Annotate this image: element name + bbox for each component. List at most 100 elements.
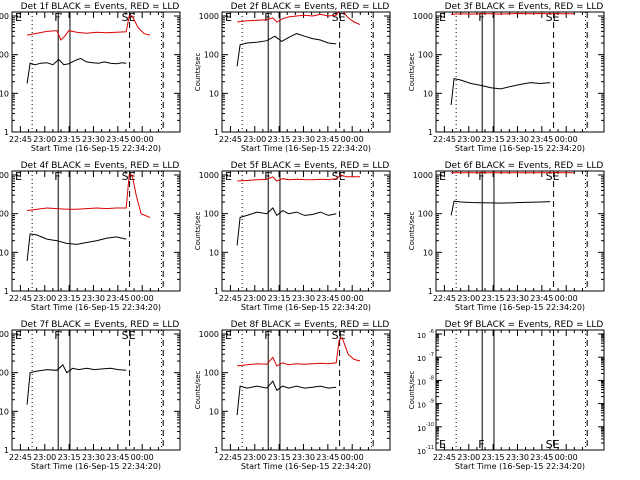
panel-title: Det 8f BLACK = Events, RED = LLD — [231, 320, 390, 330]
panel-title: Det 7f BLACK = Events, RED = LLD — [21, 320, 180, 330]
panel-6f: Det 6f BLACK = Events, RED = LLD11010010… — [408, 161, 604, 312]
y-tick-exponent: -11 — [426, 445, 434, 451]
x-tick-label: 23:15 — [58, 453, 81, 462]
panel-title: Det 9f BLACK = Events, RED = LLD — [445, 320, 604, 330]
x-tick-label: 00:00 — [131, 294, 154, 303]
x-tick-label: 23:00 — [243, 135, 266, 144]
y-tick-label: 100 — [0, 369, 9, 378]
x-tick-label: 23:45 — [316, 135, 339, 144]
x-tick-label: 00:00 — [555, 453, 578, 462]
interval-marker-f: F — [264, 329, 270, 342]
x-tick-label: 00:00 — [555, 294, 578, 303]
panel-title: Det 3f BLACK = Events, RED = LLD — [445, 2, 604, 12]
interval-marker-se: SE — [122, 329, 136, 342]
x-tick-label: 23:30 — [506, 294, 529, 303]
y-tick-label: 1000 — [0, 171, 9, 180]
interval-marker-e: E — [225, 329, 232, 342]
x-tick-label: 23:45 — [106, 453, 129, 462]
x-tick-label: 23:15 — [58, 294, 81, 303]
interval-marker-e: E — [439, 11, 446, 24]
y-tick-label: 10 — [209, 407, 219, 416]
x-tick-label: 00:00 — [131, 453, 154, 462]
panel-title: Det 2f BLACK = Events, RED = LLD — [231, 2, 390, 12]
x-tick-label: 00:00 — [341, 135, 364, 144]
panel-title: Det 1f BLACK = Events, RED = LLD — [21, 2, 180, 12]
events-series-line — [237, 34, 336, 67]
figure-canvas: Det 1f BLACK = Events, RED = LLD11010010… — [0, 0, 640, 480]
x-axis-label: Start Time (16-Sep-15 22:34:20) — [455, 462, 585, 471]
panel-2f: Det 2f BLACK = Events, RED = LLD 1 10 100 10… — [194, 2, 390, 153]
y-axis-label: Counts/sec — [194, 212, 202, 251]
x-tick-label: 22:45 — [433, 294, 456, 303]
y-tick-label: 1000 — [0, 330, 9, 339]
panel-title: Det 4f BLACK = Events, RED = LLD — [21, 161, 180, 171]
y-tick-label: 1000 — [199, 330, 219, 339]
y-tick-label: 10 — [423, 248, 433, 257]
x-tick-label: 23:00 — [457, 294, 480, 303]
x-tick-label: 23:45 — [316, 453, 339, 462]
y-tick-label: 10 — [0, 407, 9, 416]
y-tick-label: 10 — [423, 89, 433, 98]
y-tick-label: 1000 — [413, 171, 433, 180]
y-tick-exponent: -6 — [429, 329, 434, 335]
x-tick-label: 00:00 — [555, 135, 578, 144]
x-tick-label: 23:15 — [268, 453, 291, 462]
panel-8f: Det 8f BLACK = Events, RED = LLD11010010… — [194, 320, 390, 471]
y-tick-exponent: -7 — [429, 352, 434, 358]
y-tick-label: 1000 — [413, 12, 433, 21]
interval-marker-e: E — [439, 438, 446, 451]
x-tick-label: 22:45 — [433, 453, 456, 462]
x-tick-label: 23:15 — [268, 294, 291, 303]
y-tick-label: 10 — [209, 89, 219, 98]
y-tick-label: 10 — [0, 89, 9, 98]
x-tick-label: 23:00 — [33, 135, 56, 144]
panel-title: Det 5f BLACK = Events, RED = LLD — [231, 161, 390, 171]
events-series-line — [27, 365, 126, 405]
plot-frame — [436, 330, 604, 450]
x-tick-label: 23:30 — [292, 135, 315, 144]
x-tick-label: 22:45 — [9, 453, 32, 462]
x-axis-label: Start Time (16-Sep-15 22:34:20) — [241, 303, 371, 312]
plot-frame — [12, 12, 180, 132]
interval-marker-e: E — [15, 170, 22, 183]
x-tick-label: 22:45 — [9, 135, 32, 144]
x-tick-label: 23:15 — [482, 294, 505, 303]
x-tick-label: 23:30 — [506, 135, 529, 144]
y-axis-label: Counts/sec — [408, 53, 416, 92]
panel-title: Det 6f BLACK = Events, RED = LLD — [445, 161, 604, 171]
x-axis-label: Start Time (16-Sep-15 22:34:20) — [241, 144, 371, 153]
interval-marker-f: F — [264, 11, 270, 24]
interval-marker-f: F — [54, 11, 60, 24]
x-tick-label: 00:00 — [131, 135, 154, 144]
x-tick-label: 23:30 — [506, 453, 529, 462]
x-tick-label: 23:45 — [316, 294, 339, 303]
y-tick-label: 10 — [209, 248, 219, 257]
x-tick-label: 23:15 — [482, 135, 505, 144]
y-tick-label: 100 — [418, 51, 433, 60]
y-tick-label: 100 — [0, 51, 9, 60]
events-series-line — [451, 79, 550, 105]
x-tick-label: 00:00 — [341, 453, 364, 462]
y-axis-label: Counts/sec — [408, 212, 416, 251]
x-tick-label: 23:15 — [58, 135, 81, 144]
y-tick-label: 100 — [0, 210, 9, 219]
x-axis-label: Start Time (16-Sep-15 22:34:20) — [31, 303, 161, 312]
x-axis-label: Start Time (16-Sep-15 22:34:20) — [31, 144, 161, 153]
x-tick-label: 23:00 — [33, 294, 56, 303]
y-tick-exponent: -8 — [429, 375, 434, 381]
x-tick-label: 23:15 — [268, 135, 291, 144]
y-tick-label: 1000 — [199, 12, 219, 21]
plot-frame — [222, 171, 390, 291]
x-tick-label: 23:30 — [82, 453, 105, 462]
plot-frame — [436, 12, 604, 132]
plot-frame — [222, 330, 390, 450]
x-tick-label: 23:45 — [530, 135, 553, 144]
events-series-line — [27, 58, 126, 83]
y-tick-label: 10 — [0, 248, 9, 257]
panel-1f: Det 1f BLACK = Events, RED = LLD11010010… — [0, 2, 180, 153]
x-tick-label: 23:00 — [33, 453, 56, 462]
y-axis-label: Counts/sec — [408, 371, 416, 410]
interval-marker-f: F — [54, 170, 60, 183]
plot-frame — [12, 171, 180, 291]
